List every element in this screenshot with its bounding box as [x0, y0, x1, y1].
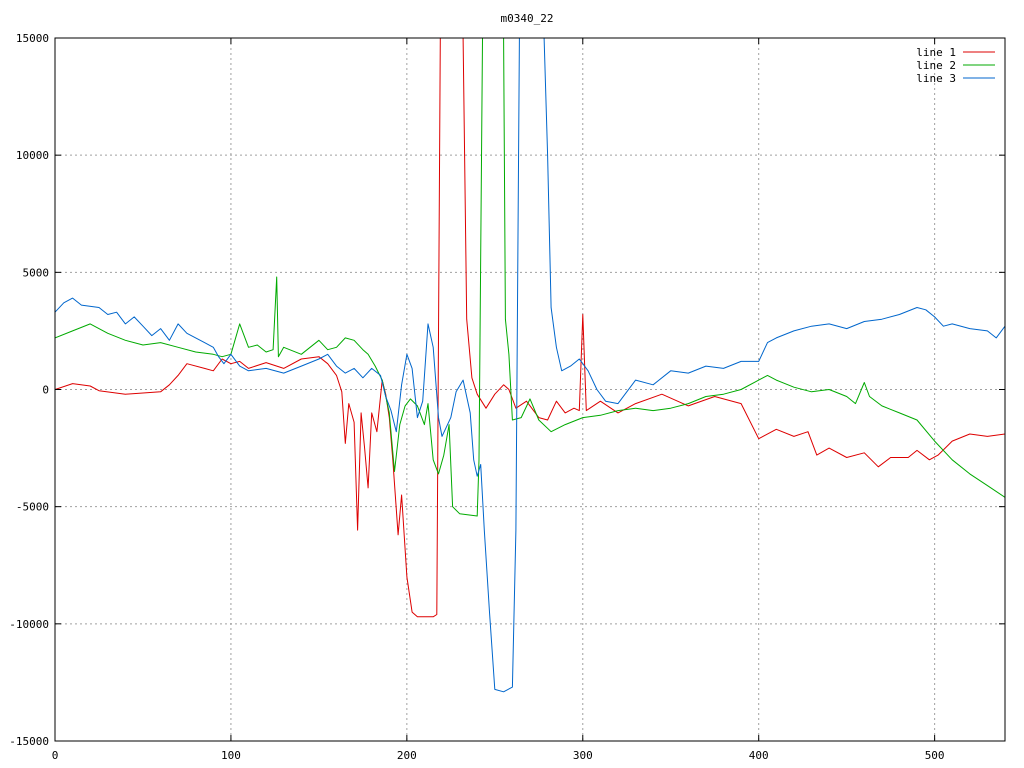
y-tick-label: -5000: [16, 501, 49, 514]
y-tick-label: 15000: [16, 32, 49, 45]
x-tick-label: 0: [52, 749, 59, 762]
grid-lines: [55, 38, 1005, 741]
x-tick-label: 100: [221, 749, 241, 762]
y-tick-label: -10000: [9, 618, 49, 631]
axis-ticks: 0 100 200 300 400 500 -15000 -10000 -5000 0 5000 10…: [9, 32, 1005, 762]
x-tick-label: 300: [573, 749, 593, 762]
legend-label-1: line 1: [916, 46, 956, 59]
series-line-3: [55, 38, 1005, 693]
y-tick-label: 10000: [16, 149, 49, 162]
x-tick-label: 200: [397, 749, 417, 762]
legend-label-3: line 3: [916, 72, 956, 85]
y-tick-label: 5000: [23, 266, 50, 279]
y-tick-label: -15000: [9, 735, 49, 748]
x-tick-label: 400: [749, 749, 769, 762]
chart-title: m0340_22: [501, 12, 554, 25]
series-line-1: [55, 38, 1005, 618]
legend-label-2: line 2: [916, 59, 956, 72]
x-tick-label: 500: [925, 749, 945, 762]
series-line-2: [55, 38, 1005, 517]
y-tick-label: 0: [42, 384, 49, 397]
series-group: [55, 38, 1005, 693]
